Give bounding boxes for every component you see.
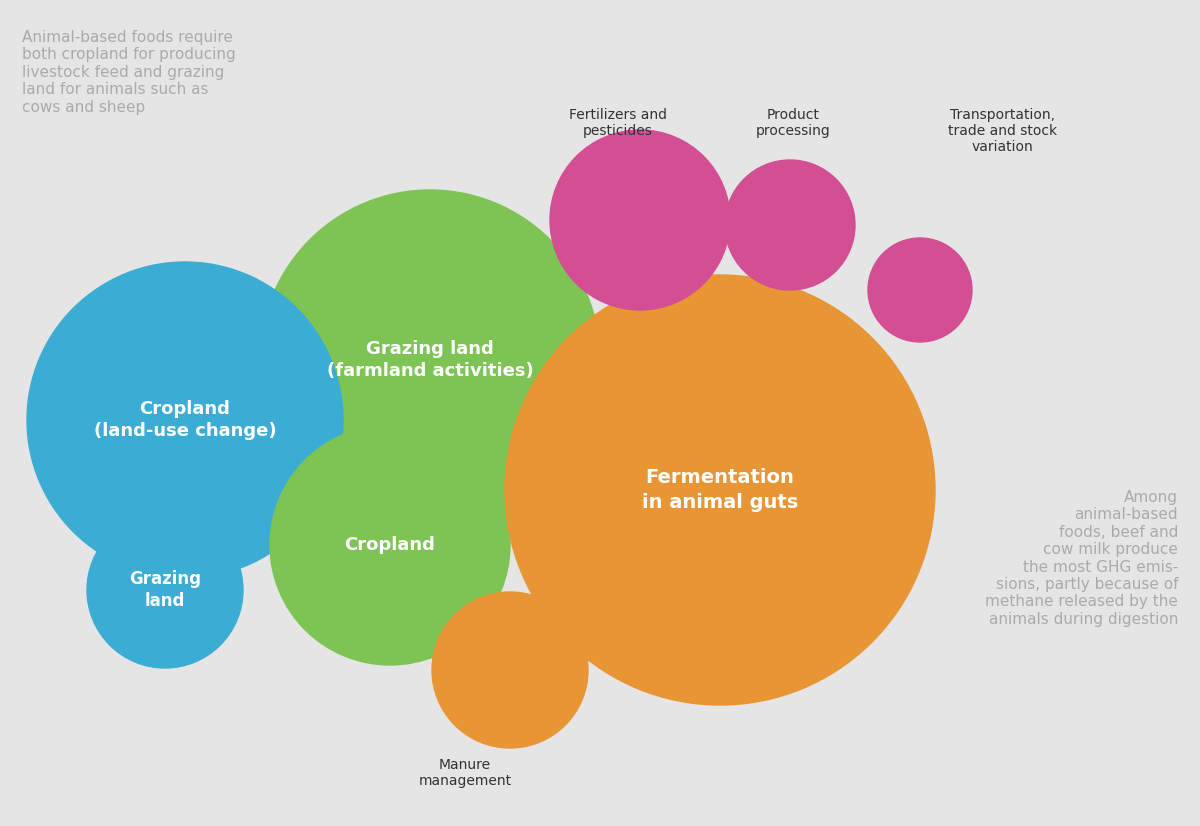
Circle shape: [505, 275, 935, 705]
Text: Cropland: Cropland: [344, 536, 436, 554]
Circle shape: [725, 160, 854, 290]
Circle shape: [260, 190, 600, 530]
Circle shape: [270, 425, 510, 665]
Circle shape: [550, 130, 730, 310]
Circle shape: [28, 262, 343, 578]
Text: Cropland
(land-use change): Cropland (land-use change): [94, 400, 276, 440]
Text: Fermentation
in animal guts: Fermentation in animal guts: [642, 468, 798, 511]
Text: Product
processing: Product processing: [756, 108, 830, 138]
Text: Grazing
land: Grazing land: [130, 570, 202, 610]
Text: Fertilizers and
pesticides: Fertilizers and pesticides: [569, 108, 667, 138]
Circle shape: [88, 512, 242, 668]
Text: Grazing land
(farmland activities): Grazing land (farmland activities): [326, 339, 533, 381]
Text: Animal-based foods require
both cropland for producing
livestock feed and grazin: Animal-based foods require both cropland…: [22, 30, 235, 115]
Text: Manure
management: Manure management: [419, 758, 511, 788]
Circle shape: [432, 592, 588, 748]
Circle shape: [868, 238, 972, 342]
Text: Among
animal-based
foods, beef and
cow milk produce
the most GHG emis-
sions, pa: Among animal-based foods, beef and cow m…: [985, 490, 1178, 627]
Text: Transportation,
trade and stock
variation: Transportation, trade and stock variatio…: [948, 108, 1057, 154]
